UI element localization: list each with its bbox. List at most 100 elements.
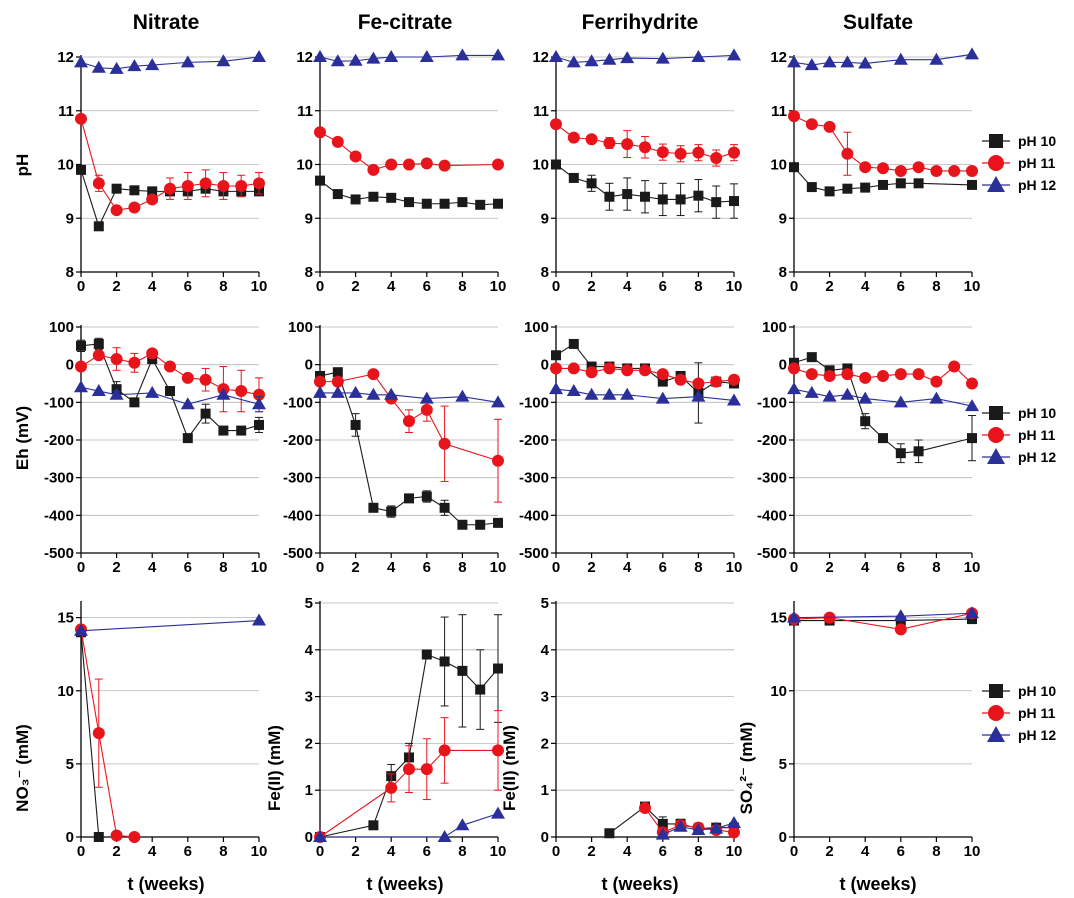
series-line <box>793 388 973 407</box>
y-tick-label: 9 <box>779 210 787 227</box>
data-point <box>656 368 669 381</box>
y-tick-label: 9 <box>541 210 549 227</box>
column-title-sulfate: Sulfate <box>843 11 913 34</box>
series-line <box>80 629 135 838</box>
data-point <box>966 377 978 390</box>
data-point <box>314 375 326 388</box>
x-tick-label: 0 <box>552 843 560 860</box>
y-tick-label: 0 <box>541 357 549 374</box>
data-point <box>877 162 889 175</box>
x-tick-label: 4 <box>148 278 157 295</box>
data-point <box>92 177 105 190</box>
x-tick-label: 8 <box>694 843 702 860</box>
data-point <box>674 373 687 386</box>
x-axis-label-ferrihydrite: t (weeks) <box>601 874 678 894</box>
panel-8: -500 -400 -300 -200 -100 0 100 0 2 4 6 8 10 <box>757 319 980 576</box>
x-tick-label: 6 <box>659 559 667 576</box>
y-tick-label: 11 <box>533 103 549 120</box>
row-label-fe-citrate-conc: Fe(II) (mM) <box>265 725 284 811</box>
data-point <box>349 150 362 163</box>
data-point <box>368 191 379 202</box>
series-ph10 <box>315 367 503 530</box>
data-point <box>366 51 381 64</box>
data-point <box>948 164 961 177</box>
data-point <box>602 52 617 65</box>
data-point <box>551 159 561 170</box>
data-point <box>404 493 414 504</box>
data-point <box>841 368 854 381</box>
series-line <box>80 632 100 838</box>
series-ph11 <box>75 347 265 413</box>
legend-label-ph10: pH 10 <box>1018 133 1056 149</box>
x-tick-label: 2 <box>351 278 359 295</box>
data-point <box>691 50 706 62</box>
y-tick-label: 0 <box>779 829 787 846</box>
panel-10: 0 1 2 3 4 5 0 2 4 6 8 10 <box>305 595 507 860</box>
data-point <box>127 59 142 72</box>
data-point <box>568 338 579 349</box>
y-tick-label: 10 <box>296 157 313 174</box>
data-point <box>147 186 158 197</box>
data-point <box>929 52 944 65</box>
y-tick-label: -300 <box>44 470 74 487</box>
x-tick-label: 0 <box>790 559 798 576</box>
data-point <box>493 663 503 674</box>
data-point <box>439 656 450 667</box>
data-point <box>822 55 837 68</box>
data-point <box>111 183 122 194</box>
y-tick-label: 1 <box>541 782 549 799</box>
x-tick-label: 4 <box>861 843 870 860</box>
data-point <box>860 416 871 427</box>
data-point <box>330 385 345 398</box>
data-point <box>366 387 381 400</box>
x-tick-label: 10 <box>490 843 507 860</box>
data-point <box>475 199 486 210</box>
data-point <box>128 201 141 214</box>
series-ph10 <box>315 614 503 842</box>
panel-12: 0 5 10 15 0 2 4 6 8 10 <box>770 601 980 860</box>
legend-label-ph11: pH 11 <box>1018 427 1056 443</box>
x-tick-label: 0 <box>316 278 324 295</box>
data-point <box>217 180 230 192</box>
x-tick-label: 0 <box>552 559 560 576</box>
data-point <box>438 744 451 757</box>
data-point <box>93 338 104 349</box>
y-tick-label: 8 <box>779 264 787 281</box>
row-label-eh: Eh (mV) <box>13 406 32 470</box>
data-point <box>710 152 723 165</box>
data-point <box>493 517 503 528</box>
data-point <box>92 727 105 740</box>
panel-5: -500 -400 -300 -200 -100 0 100 0 2 4 6 8 10 <box>44 319 267 576</box>
data-point <box>235 180 248 192</box>
x-tick-label: 8 <box>458 843 466 860</box>
data-point <box>912 368 925 381</box>
data-point <box>822 389 837 402</box>
x-tick-label: 0 <box>790 843 798 860</box>
column-title-nitrate: Nitrate <box>133 11 200 34</box>
data-point <box>895 448 906 459</box>
panel-1: 8 9 10 11 12 0 2 4 6 8 10 <box>57 49 267 295</box>
data-point <box>860 182 871 193</box>
data-point <box>604 191 615 202</box>
data-point <box>656 146 669 159</box>
data-point <box>894 164 907 177</box>
data-point <box>551 350 561 361</box>
data-point <box>567 131 580 144</box>
y-tick-label: -300 <box>757 470 787 487</box>
data-point <box>367 163 380 176</box>
data-point <box>404 197 414 208</box>
data-point <box>691 822 706 835</box>
legend-square-marker <box>989 684 1003 698</box>
series-ph10 <box>789 614 977 626</box>
data-point <box>254 419 264 430</box>
x-tick-label: 6 <box>184 843 192 860</box>
y-tick-label: -400 <box>757 507 787 524</box>
x-tick-label: 4 <box>387 559 396 576</box>
data-point <box>673 819 688 832</box>
legend-row-3: pH 10 pH 11 pH 12 <box>982 683 1056 743</box>
series-line <box>793 612 973 619</box>
y-tick-label: -400 <box>519 507 549 524</box>
data-point <box>421 491 432 502</box>
y-tick-label: 0 <box>305 357 313 374</box>
data-point <box>913 446 924 457</box>
